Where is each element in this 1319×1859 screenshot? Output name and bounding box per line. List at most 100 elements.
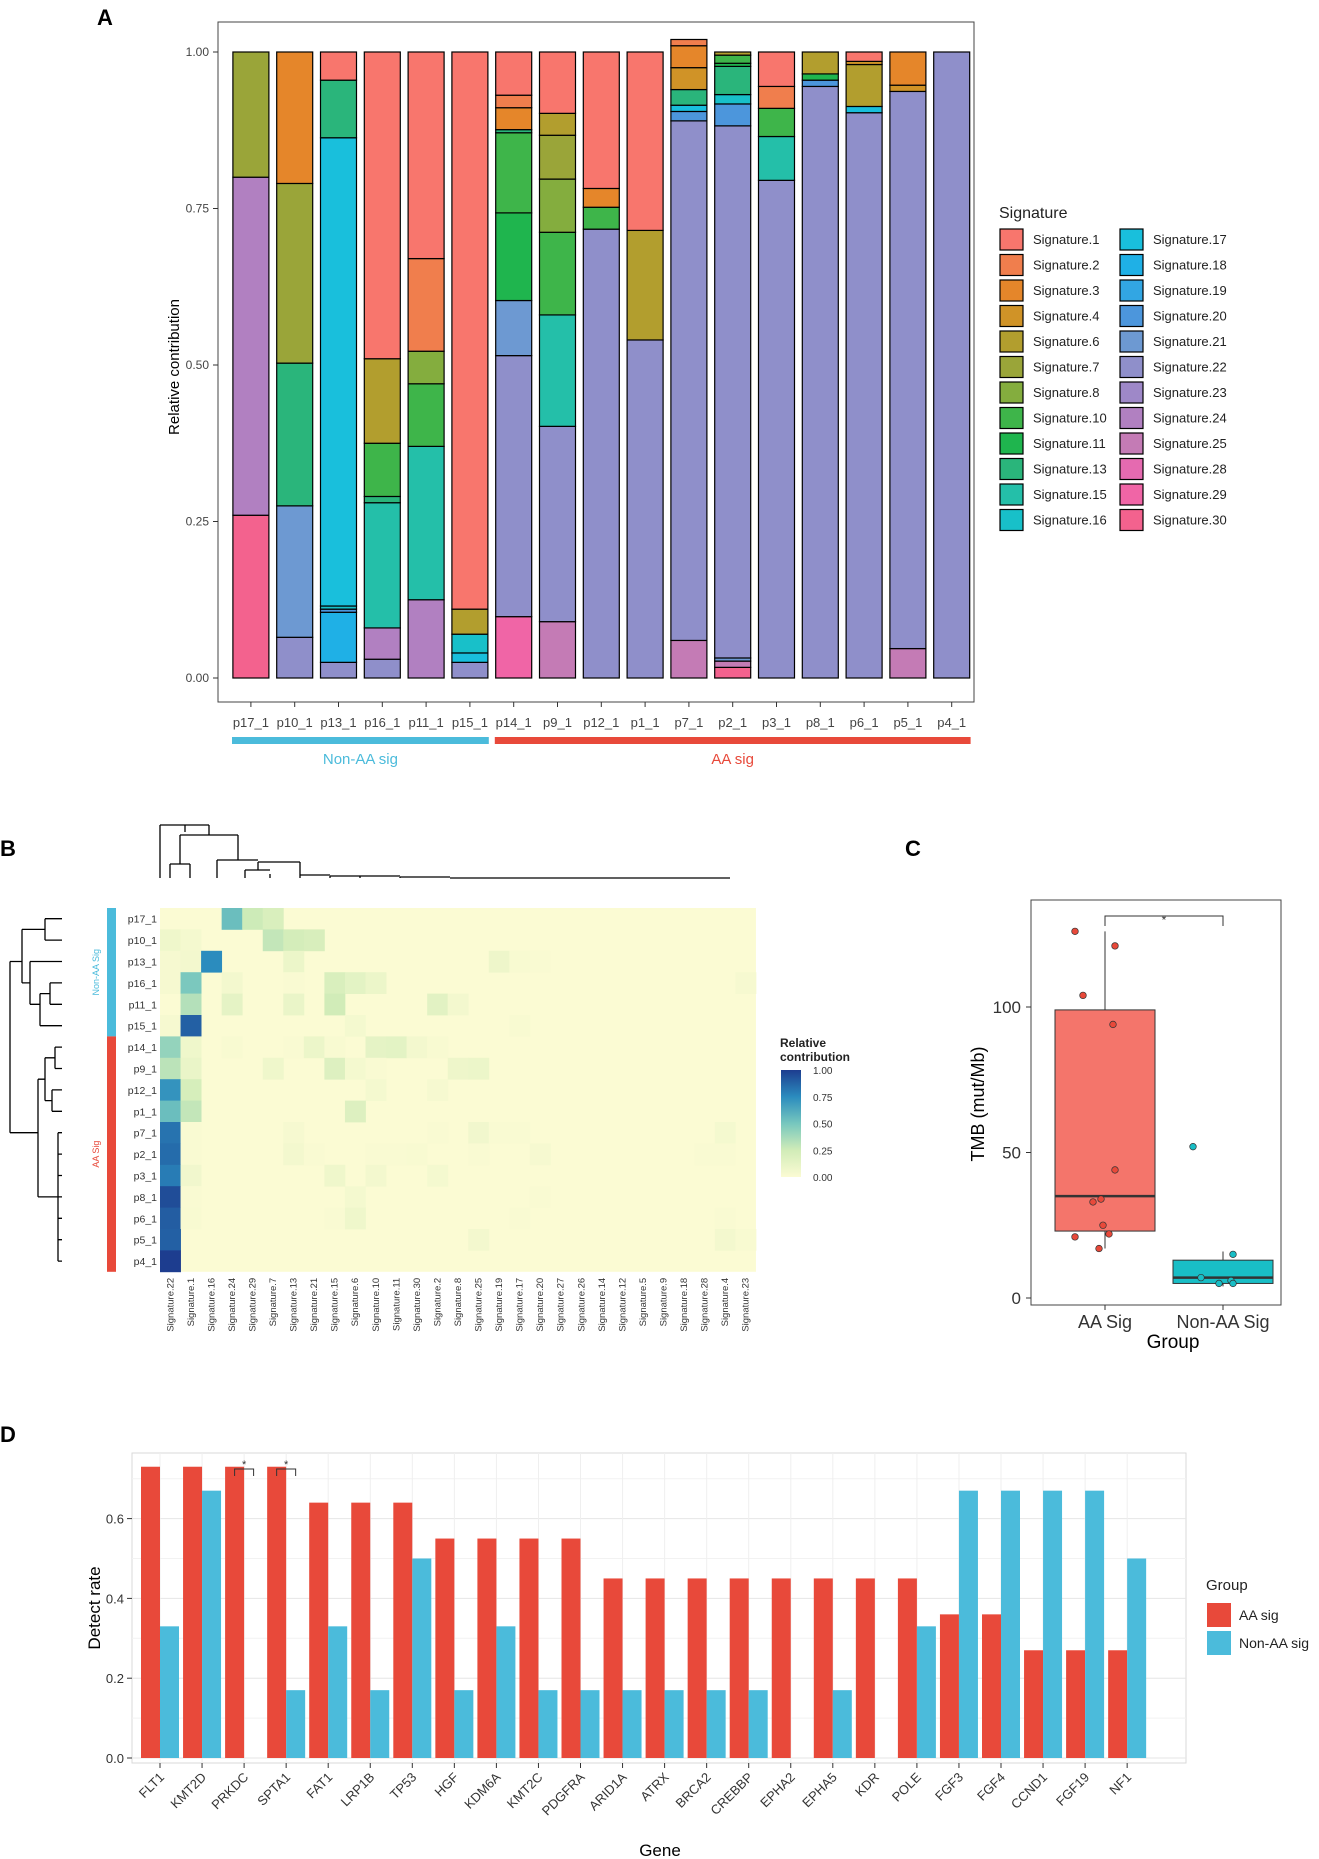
legend-swatch-signature-28 — [1119, 457, 1144, 481]
bar-atrx-non-aa-sig — [664, 1690, 684, 1758]
heatmap-legend-tick-label: 0.75 — [813, 1093, 833, 1104]
legend-label-signature-25: Signature.25 — [1153, 436, 1227, 451]
legend-swatch-signature-15 — [999, 483, 1024, 506]
bar-segment-p14-1-signature-10 — [495, 132, 533, 214]
bar-segment-p10-1-signature-22 — [276, 636, 314, 679]
bar-tp53-aa-sig — [393, 1502, 413, 1758]
bar-segment-p7-1-signature-13 — [670, 88, 708, 106]
bar-arid1a-non-aa-sig — [622, 1690, 642, 1758]
row-label-p1-1: p1_1 — [134, 1106, 158, 1118]
heatmap-cell-p13-1-signature-13 — [283, 950, 305, 973]
legend-label-signature-15: Signature.15 — [1033, 487, 1107, 502]
heatmap-cell-p6-1-signature-17 — [509, 1207, 531, 1230]
bar-segment-p7-1-signature-2 — [670, 38, 708, 47]
row-label-p10-1: p10_1 — [128, 935, 157, 947]
bar-arid1a-aa-sig — [603, 1578, 623, 1758]
legend-swatch-signature-30 — [1119, 508, 1144, 532]
row-label-p5-1: p5_1 — [134, 1235, 158, 1247]
bar-stack-p2-1 — [714, 51, 752, 679]
bar-segment-p6-1-signature-6 — [845, 63, 883, 108]
data-point-aa-sig — [1105, 1230, 1113, 1238]
heatmap-cell-p7-1-signature-22 — [160, 1122, 181, 1144]
x-tick-label-p4-1: p4_1 — [937, 715, 966, 730]
bar-segment-p13-1-signature-1 — [319, 51, 358, 81]
bar-segment-p9-1-signature-1 — [538, 51, 577, 114]
bar-kdr-aa-sig — [855, 1578, 875, 1758]
legend-swatch-aa-sig — [1207, 1603, 1231, 1627]
heatmap-cell-p7-1-signature-19 — [488, 1122, 510, 1144]
x-tick-label-p12-1: p12_1 — [583, 715, 619, 730]
bar-flt1-aa-sig — [141, 1466, 160, 1758]
heatmap-cell-p5-1-signature-22 — [160, 1229, 181, 1251]
heatmap-cell-p15-1-signature-17 — [509, 1015, 531, 1037]
bar-stack-p15-1 — [451, 51, 489, 679]
heatmap-cell-p7-1-signature-4 — [714, 1122, 736, 1144]
x-tick-label-hgf: HGF — [431, 1769, 461, 1799]
legend-label-signature-16: Signature.16 — [1033, 513, 1107, 528]
y-tick-label: 0.4 — [106, 1591, 124, 1606]
heatmap-cell-p7-1-signature-13 — [283, 1122, 305, 1144]
bar-atrx-aa-sig — [645, 1578, 665, 1758]
x-tick-label-p6-1: p6_1 — [850, 715, 879, 730]
data-point-aa-sig — [1071, 927, 1079, 935]
bar-segment-p3-1-signature-1 — [757, 51, 796, 88]
x-tick-label-kmt2c: KMT2C — [504, 1770, 546, 1812]
heatmap-cell-p5-1-signature-23 — [735, 1229, 757, 1251]
legend-label-signature-23: Signature.23 — [1153, 385, 1227, 400]
bar-stack-p1-1 — [626, 51, 664, 679]
heatmap-cell-p16-1-signature-10 — [365, 972, 387, 994]
heatmap-cell-p2-1-signature-30 — [406, 1143, 428, 1166]
col-label-signature-24: Signature.24 — [227, 1278, 238, 1332]
bar-stack-p8-1 — [801, 51, 839, 679]
row-label-p7-1: p7_1 — [134, 1128, 158, 1140]
row-label-p2-1: p2_1 — [134, 1149, 158, 1161]
legend-swatch-signature-7 — [999, 355, 1024, 379]
heatmap-cell-p2-1-signature-11 — [386, 1143, 407, 1166]
y-tick-label: 100 — [993, 998, 1021, 1017]
row-label-p12-1: p12_1 — [128, 1085, 157, 1097]
bar-segment-p9-1-signature-6 — [538, 112, 577, 136]
legend-label-signature-17: Signature.17 — [1153, 232, 1227, 247]
heatmap-cell-p12-1-signature-1 — [180, 1079, 202, 1101]
bar-ccnd1-non-aa-sig — [1043, 1490, 1063, 1758]
heatmap-cell-p9-1-signature-10 — [365, 1057, 387, 1080]
heatmap-cell-p14-1-signature-11 — [386, 1036, 407, 1059]
panel-a-y-axis-title: Relative contribution — [166, 299, 183, 435]
x-tick-label-aa-sig: AA Sig — [1078, 1312, 1132, 1332]
heatmap-cell-p12-1-signature-22 — [160, 1079, 181, 1101]
bar-epha5-non-aa-sig — [832, 1690, 852, 1758]
bar-segment-p2-1-signature-6 — [714, 51, 752, 56]
bar-segment-p10-1-signature-13 — [276, 362, 314, 507]
heatmap-background — [160, 908, 756, 1272]
heatmap-cell-p17-1-signature-24 — [221, 908, 243, 930]
x-tick-label-p16-1: p16_1 — [364, 715, 400, 730]
bar-segment-p1-1-signature-22 — [626, 339, 664, 679]
x-tick-label-kdr: KDR — [852, 1770, 882, 1800]
bar-fgf19-non-aa-sig — [1085, 1490, 1105, 1758]
bar-segment-p6-1-signature-1 — [845, 51, 883, 62]
heatmap-legend-tick-label: 0.00 — [813, 1173, 833, 1184]
heatmap-cell-p6-1-signature-22 — [160, 1207, 181, 1230]
bar-nf1-aa-sig — [1108, 1650, 1128, 1758]
heatmap-cell-p14-1-signature-22 — [160, 1036, 181, 1059]
legend-label-signature-7: Signature.7 — [1033, 360, 1100, 375]
bar-segment-p5-1-signature-25 — [889, 647, 927, 679]
legend-swatch-signature-11 — [999, 432, 1024, 455]
data-point-non-aa-sig — [1229, 1250, 1237, 1258]
heatmap-cell-p16-1-signature-13 — [283, 972, 305, 994]
y-tick-label: 0.50 — [186, 358, 210, 372]
panel-c-x-axis-title: Group — [1147, 1332, 1200, 1353]
bar-segment-p8-1-signature-20 — [801, 79, 839, 88]
bar-fgf3-aa-sig — [939, 1614, 959, 1758]
x-tick-label-pole: POLE — [889, 1769, 924, 1804]
bar-segment-p7-1-signature-4 — [670, 67, 708, 91]
bar-segment-p12-1-signature-3 — [582, 187, 620, 208]
bar-kdm6a-aa-sig — [477, 1538, 497, 1758]
bar-stack-p4-1 — [933, 51, 971, 679]
data-point-aa-sig — [1095, 1244, 1103, 1253]
bar-segment-p11-1-signature-15 — [407, 445, 445, 601]
legend-label-signature-28: Signature.28 — [1153, 462, 1227, 477]
bar-segment-p13-1-signature-22 — [319, 661, 358, 679]
significance-marker: * — [1162, 913, 1167, 927]
row-label-p15-1: p15_1 — [128, 1021, 157, 1033]
